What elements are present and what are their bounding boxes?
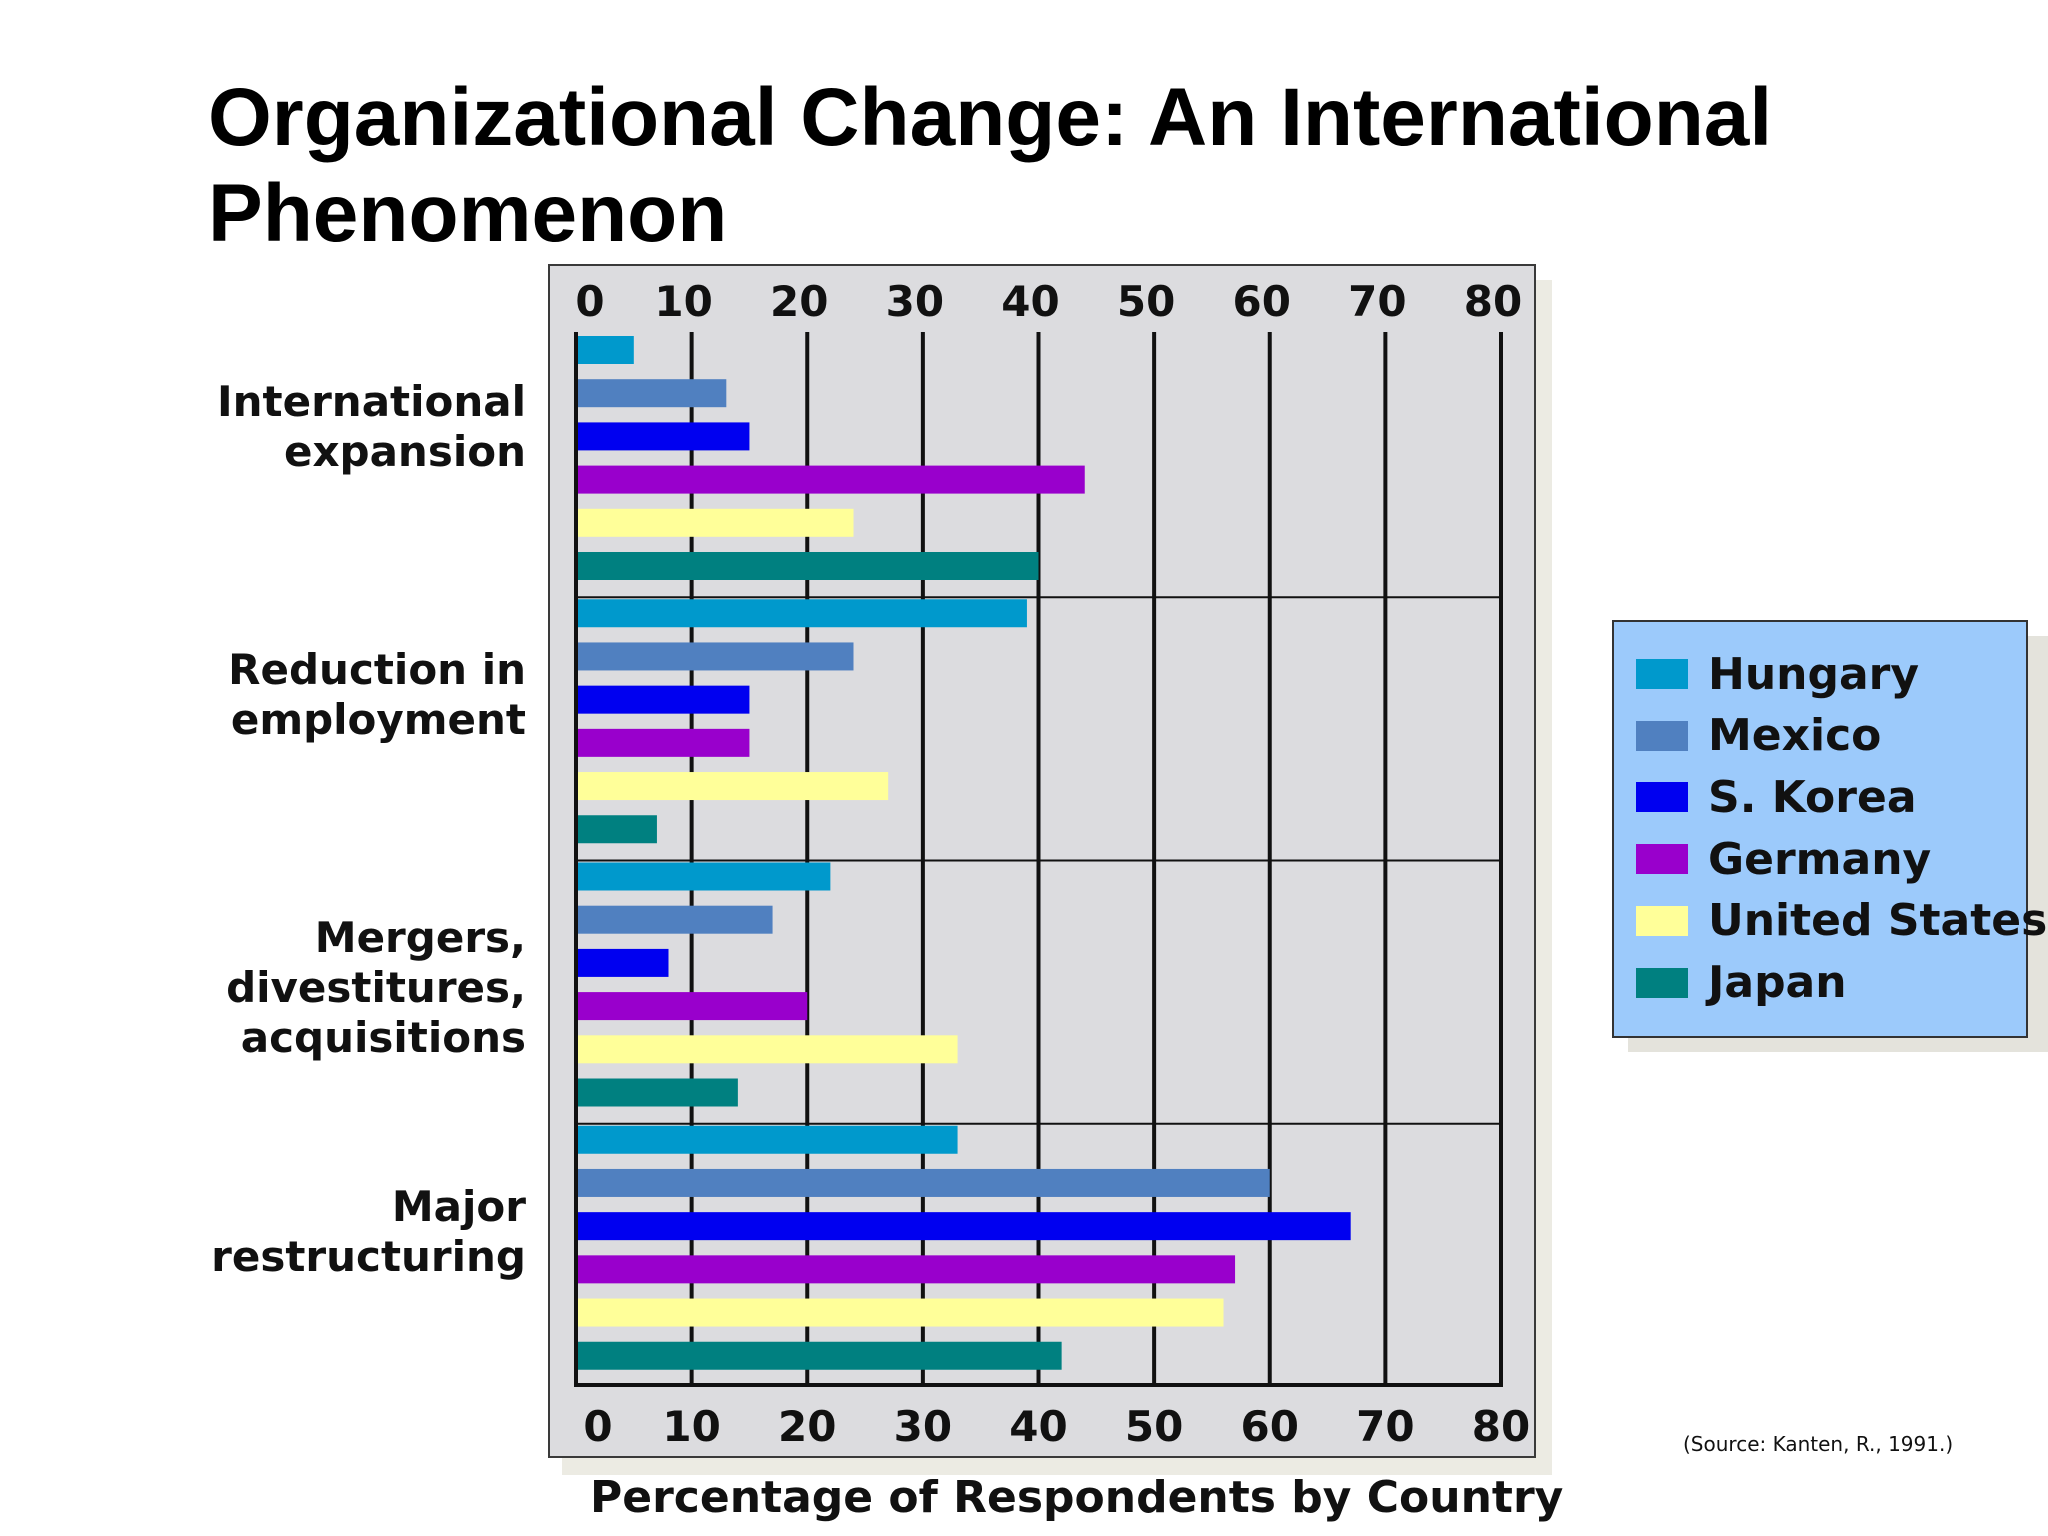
x-tick-label-top: 40 xyxy=(1001,277,1059,326)
bar xyxy=(576,815,657,844)
category-label-line: Mergers, xyxy=(314,913,526,962)
bar xyxy=(576,1298,1224,1327)
x-tick-label-top: 80 xyxy=(1464,277,1522,326)
legend-item: Japan xyxy=(1636,953,1847,1013)
x-tick-label-top: 30 xyxy=(886,277,944,326)
legend-swatch xyxy=(1636,967,1688,998)
bar xyxy=(576,599,1027,628)
x-tick-label-top: 20 xyxy=(770,277,828,326)
x-tick-label-top: 10 xyxy=(654,277,712,326)
bar xyxy=(576,508,854,537)
x-tick-label-bottom: 20 xyxy=(778,1402,836,1451)
bar xyxy=(576,685,750,714)
bar xyxy=(576,336,634,364)
legend-swatch xyxy=(1636,905,1688,936)
slide-title: Organizational Change: An International … xyxy=(208,70,1908,262)
bar xyxy=(576,905,773,934)
legend-item: Germany xyxy=(1636,829,1931,889)
legend-label: United States xyxy=(1708,895,2048,947)
category-label-line: Major xyxy=(391,1182,526,1231)
category-label-international-expansion: International expansion xyxy=(186,377,526,477)
legend-label: Mexico xyxy=(1708,710,1882,762)
category-label-line: expansion xyxy=(283,427,526,476)
legend-swatch xyxy=(1636,659,1688,689)
bar xyxy=(576,1255,1236,1284)
legend-item: Hungary xyxy=(1636,644,1919,704)
legend-label: Japan xyxy=(1708,957,1847,1008)
legend-swatch xyxy=(1636,782,1688,813)
bar xyxy=(576,1078,738,1107)
category-label-line: acquisitions xyxy=(240,1013,526,1062)
bar xyxy=(576,1035,958,1064)
legend-swatch xyxy=(1636,844,1688,875)
bar xyxy=(576,379,727,408)
bar xyxy=(576,552,1039,580)
legend-swatch xyxy=(1636,720,1688,751)
bar xyxy=(576,422,750,451)
bar xyxy=(576,992,808,1021)
legend-item: Mexico xyxy=(1636,706,1881,766)
legend: Hungary Mexico S. Korea Germany United State… xyxy=(1612,620,2047,1038)
bar xyxy=(576,728,750,757)
x-tick-label-bottom: 80 xyxy=(1472,1402,1530,1451)
category-label-line: International xyxy=(216,377,526,426)
x-tick-label-bottom: 40 xyxy=(1009,1402,1067,1451)
bar xyxy=(576,1341,1062,1370)
x-tick-label-bottom: 10 xyxy=(662,1402,720,1451)
x-tick-label-bottom: 30 xyxy=(894,1402,952,1451)
x-tick-label-top: 60 xyxy=(1233,277,1291,326)
x-tick-label-bottom: 0 xyxy=(583,1402,612,1451)
bar xyxy=(576,1212,1351,1241)
category-label-mergers: Mergers, divestitures, acquisitions xyxy=(186,913,526,1063)
source-note: (Source: Kanten, R., 1991.) xyxy=(1683,1432,1954,1456)
legend-label: Germany xyxy=(1708,833,1932,885)
category-label-reduction-in-employment: Reduction in employment xyxy=(186,645,526,745)
bar xyxy=(576,772,889,801)
category-label-line: divestitures, xyxy=(226,963,526,1012)
bar xyxy=(576,948,669,977)
title-line-1: Organizational Change: An International xyxy=(208,72,1773,163)
x-tick-label-top: 70 xyxy=(1348,277,1406,326)
title-line-2: Phenomenon xyxy=(208,168,728,259)
bar xyxy=(576,1168,1270,1197)
x-tick-label-bottom: 60 xyxy=(1241,1402,1299,1451)
category-label-line: employment xyxy=(230,695,526,744)
legend-item: United States xyxy=(1636,891,2047,951)
legend-item: S. Korea xyxy=(1636,767,1917,827)
x-tick-label-bottom: 50 xyxy=(1125,1402,1183,1451)
x-tick-label-top: 50 xyxy=(1117,277,1175,326)
legend-label: S. Korea xyxy=(1708,771,1917,823)
bar xyxy=(576,465,1085,494)
bar xyxy=(576,862,831,891)
bar xyxy=(576,1125,958,1154)
category-label-line: Reduction in xyxy=(228,645,526,694)
x-tick-label-bottom: 70 xyxy=(1356,1402,1414,1451)
bar xyxy=(576,642,854,671)
legend-label: Hungary xyxy=(1708,648,1920,700)
category-label-major-restructuring: Major restructuring xyxy=(186,1182,526,1282)
x-axis-title: Percentage of Respondents by Country xyxy=(590,1472,1564,1523)
category-label-line: restructuring xyxy=(211,1232,526,1281)
x-tick-label-top: 0 xyxy=(575,277,604,326)
